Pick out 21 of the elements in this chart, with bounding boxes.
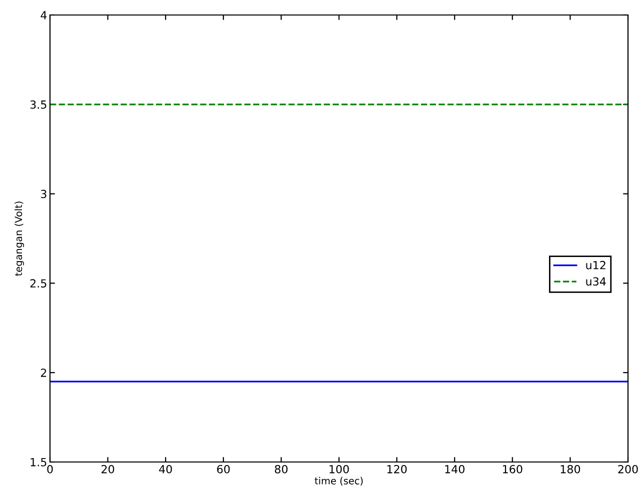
- legend-label: u34: [586, 277, 606, 286]
- y-tick-label: 4: [40, 11, 47, 20]
- x-tick-label: 40: [159, 464, 172, 474]
- x-tick-label: 180: [560, 464, 580, 474]
- x-tick-label: 200: [618, 464, 638, 474]
- y-tick-label: 3.5: [30, 100, 46, 109]
- x-axis-title: time (sec): [314, 476, 363, 486]
- y-axis-title: tegangan (Volt): [14, 202, 24, 276]
- legend-label: u12: [586, 260, 606, 270]
- x-tick-label: 120: [387, 464, 407, 474]
- y-tick-label: 2: [40, 368, 46, 377]
- x-tick-label: 0: [47, 464, 53, 474]
- x-tick-label: 100: [330, 464, 349, 474]
- x-tick-label: 160: [503, 464, 522, 474]
- y-tick-label: 3: [41, 190, 46, 198]
- x-tick-label: 20: [102, 464, 114, 474]
- x-tick-label: 80: [274, 464, 288, 474]
- y-tick-label: 2.5: [30, 279, 46, 288]
- y-tick-label: 1.5: [30, 458, 46, 466]
- x-tick-label: 140: [445, 464, 464, 474]
- x-tick-label: 60: [217, 464, 230, 474]
